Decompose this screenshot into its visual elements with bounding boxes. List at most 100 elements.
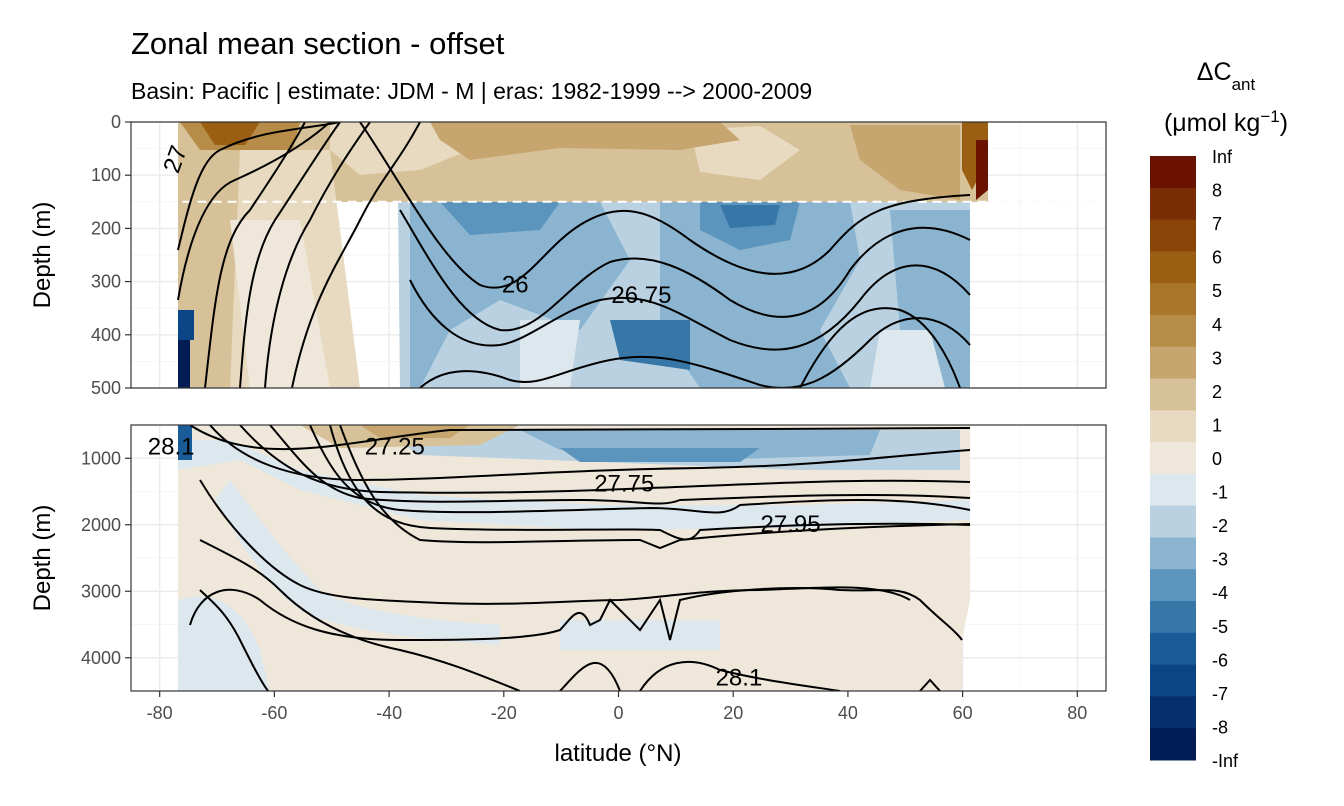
upper-isopycnal-1: [177, 122, 341, 251]
x-tick-label: 40: [838, 703, 858, 723]
legend-unit: (μmol kg−1): [1164, 107, 1288, 138]
legend-swatch: [1150, 314, 1196, 348]
legend-label: 8: [1212, 181, 1222, 201]
lower-mid-light: [560, 620, 720, 650]
lower-isopycnal-28-0: [189, 587, 963, 642]
legend-label: 4: [1212, 315, 1222, 335]
upper-blue-region-mid: [410, 202, 630, 388]
legend-label: -Inf: [1212, 751, 1239, 771]
lower-brown-top-dark: [360, 425, 470, 438]
upper-isopycnal-3: [204, 122, 306, 388]
upper-isopycnal-6: [291, 122, 421, 388]
upper-isopycnal-27: [419, 317, 971, 388]
legend-label: -2: [1212, 516, 1228, 536]
legend-label: 5: [1212, 281, 1222, 301]
legend-label: 7: [1212, 214, 1222, 234]
panel-upper-border: [130, 121, 1107, 389]
legend-label: -8: [1212, 717, 1228, 737]
upper-isopycnal-26-75: [409, 264, 971, 351]
legend-label: -3: [1212, 550, 1228, 570]
legend-unit-superscript: −1: [1260, 107, 1279, 126]
upper-south-column-white: [230, 220, 330, 388]
lower-isopycnal-upper-sw: [189, 425, 971, 451]
legend-swatch: [1150, 251, 1196, 284]
lower-isopycnal-28-05: [199, 479, 911, 605]
upper-isopycnal-4: [239, 122, 341, 388]
legend-labels: Inf 8 7 6 5 4 3 2 1 0 -1 -2 -3 -4 -5 -6 -7 -8 -Inf: [1212, 147, 1239, 771]
y-tick-label: 400: [91, 325, 121, 345]
lower-isopycnal-28-1-south: [199, 589, 269, 691]
x-tick-label: -60: [261, 703, 287, 723]
legend-swatch: [1150, 696, 1196, 729]
upper-isopycnal-5: [264, 122, 371, 388]
legend-swatch: [1150, 473, 1196, 507]
legend-swatch: [1150, 410, 1196, 443]
legend-swatch: [1150, 346, 1196, 380]
y-tick-label: 4000: [81, 648, 121, 668]
lower-contour-label-28-1-south: 28.1: [148, 433, 195, 460]
upper-blue-region-dark-2: [440, 202, 560, 235]
legend-title: ΔCant: [1197, 58, 1256, 94]
x-tick-label: -40: [376, 703, 402, 723]
x-tick-label: 20: [723, 703, 743, 723]
y-tick-label: 3000: [81, 581, 121, 601]
legend-swatch: [1150, 219, 1196, 252]
chart-subtitle: Basin: Pacific | estimate: JDM - M | era…: [131, 78, 812, 104]
legend-label: -1: [1212, 483, 1228, 503]
upper-contour-label-26: 26: [502, 271, 529, 298]
legend: ΔCant (μmol kg−1) Inf 8 7 6 5 4 3 2 1 0 -1 -2 -3 -4 -5…: [1150, 58, 1288, 771]
y-tick-label: 0: [111, 112, 121, 132]
x-tick-label: -20: [491, 703, 517, 723]
x-tick-label: 60: [953, 703, 973, 723]
legend-unit-close: ): [1280, 109, 1288, 137]
legend-label: -6: [1212, 650, 1228, 670]
lower-south-blue: [178, 425, 192, 460]
legend-swatch: [1150, 156, 1196, 189]
panel-lower: 28.1 27.25 27.75 27.95 28.1 1000 2000 3000…: [81, 424, 1107, 692]
legend-swatch: [1150, 569, 1196, 602]
legend-label: Inf: [1212, 147, 1233, 167]
lower-blue-top-darker: [560, 448, 760, 462]
upper-surface-patch-dark: [430, 122, 740, 160]
y-axis-title-lower: Depth (m): [29, 505, 56, 612]
lower-slope-light: [215, 480, 500, 645]
lower-isopycnal-27-5: [239, 425, 971, 494]
legend-label: 2: [1212, 382, 1222, 402]
legend-label: 3: [1212, 348, 1222, 368]
legend-label: 6: [1212, 248, 1222, 268]
legend-label: 0: [1212, 449, 1222, 469]
lower-contour-label-27-25: 27.25: [365, 433, 425, 460]
upper-isopycnal-26: [359, 122, 971, 289]
upper-surface-patch-east: [962, 122, 988, 190]
upper-isopycnal-2: [177, 122, 331, 301]
legend-swatch: [1150, 505, 1196, 538]
x-axis: -80 -60 -40 -20 0 20 40 60 80: [147, 691, 1087, 723]
panel-lower-y-axis: 1000 2000 3000 4000: [81, 448, 131, 668]
legend-label: -7: [1212, 684, 1228, 704]
legend-swatch: [1150, 378, 1196, 411]
upper-surface-patch-dark-2: [850, 125, 960, 200]
x-axis-title: latitude (°N): [555, 740, 682, 767]
lower-contour-label-27-95: 27.95: [761, 511, 821, 538]
legend-colorbar: [1150, 156, 1196, 761]
y-tick-label: 2000: [81, 515, 121, 535]
legend-swatch: [1150, 728, 1196, 761]
legend-title-main: ΔC: [1197, 58, 1232, 86]
panel-upper-y-axis: 0 100 200 300 400 500: [91, 112, 131, 398]
y-tick-label: 300: [91, 272, 121, 292]
y-tick-label: 100: [91, 165, 121, 185]
legend-swatch: [1150, 187, 1196, 221]
x-tick-label: 80: [1067, 703, 1087, 723]
legend-unit-main: (μmol kg: [1164, 109, 1260, 137]
legend-swatch: [1150, 442, 1196, 475]
legend-swatch: [1150, 537, 1196, 570]
lower-isopycnal-27-6: [269, 425, 971, 505]
lower-light-blue-band: [178, 440, 970, 530]
upper-isopycnal-26-5: [399, 209, 971, 332]
upper-isopycnal-27-1: [799, 307, 961, 388]
legend-swatch: [1150, 632, 1196, 666]
upper-blue-region-dark-4: [720, 205, 780, 228]
y-tick-label: 1000: [81, 448, 121, 468]
lower-contour-label-28-1: 28.1: [716, 665, 763, 692]
